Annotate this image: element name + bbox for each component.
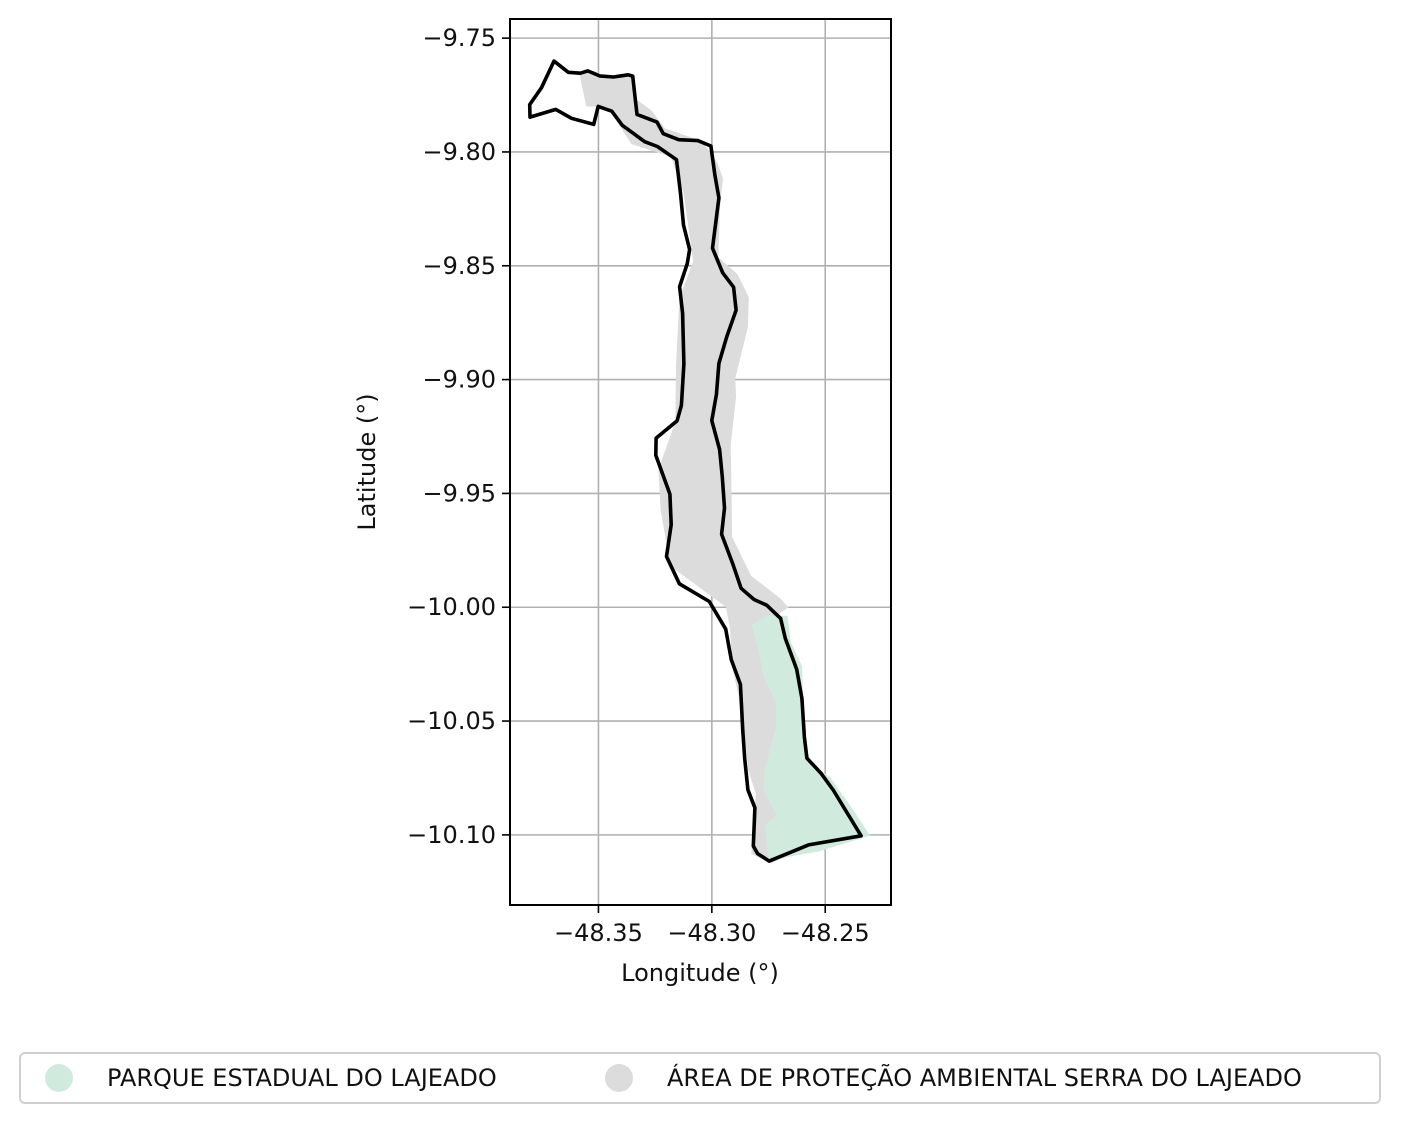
legend-marker-parque [45,1064,73,1092]
x-tick-label-2: −48.25 [781,919,870,947]
x-tick-label-0: −48.35 [554,919,643,947]
y-tick-label-3: −9.90 [422,366,496,394]
plot-frame [509,18,892,906]
x-axis-label: Longitude (°) [621,959,779,987]
study-area-outline [527,59,863,863]
legend: PARQUE ESTADUAL DO LAJEADO ÁREA DE PROTE… [19,1052,1381,1104]
y-axis-label: Latitude (°) [353,393,381,530]
axis-ticks: −48.35 −48.30 −48.25 −9.75 −9.80 −9.85 −9.90 −9… [407,24,869,947]
y-tick-label-1: −9.80 [422,138,496,166]
legend-marker-apa [605,1064,633,1092]
y-tick-label-4: −9.95 [422,479,496,507]
region-polygons [579,70,871,864]
y-tick-label-7: −10.10 [407,821,496,849]
y-tick-label-0: −9.75 [422,24,496,52]
legend-label-parque: PARQUE ESTADUAL DO LAJEADO [107,1064,497,1092]
legend-label-apa: ÁREA DE PROTEÇÃO AMBIENTAL SERRA DO LAJE… [667,1064,1302,1092]
y-tick-label-5: −10.00 [407,593,496,621]
y-tick-label-6: −10.05 [407,707,496,735]
legend-item-apa: ÁREA DE PROTEÇÃO AMBIENTAL SERRA DO LAJE… [605,1054,1302,1102]
legend-item-parque: PARQUE ESTADUAL DO LAJEADO [45,1054,497,1102]
y-tick-label-2: −9.85 [422,252,496,280]
x-tick-label-1: −48.30 [667,919,756,947]
study-area-boundary [527,59,863,863]
